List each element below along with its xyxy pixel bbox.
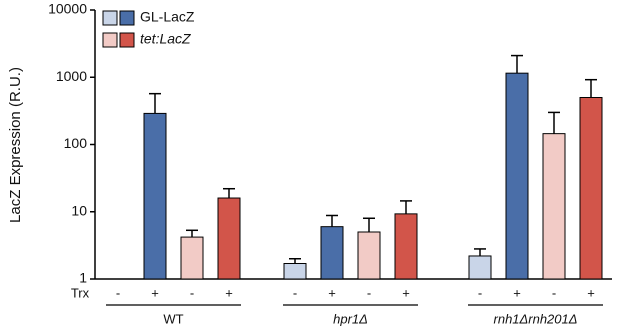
bar: [357, 231, 381, 280]
y-axis-label: LacZ Expression (R.U.): [7, 67, 24, 223]
bar: [468, 255, 492, 280]
legend-swatch: [119, 32, 135, 48]
trx-label: -: [190, 285, 194, 300]
legend-label: GL-LacZ: [140, 9, 195, 25]
y-tick-label: 10000: [48, 1, 87, 17]
legend-label: tet:LacZ: [140, 31, 191, 47]
y-tick-label: 1: [79, 270, 87, 286]
bar: [180, 236, 204, 280]
group-label: hpr1Δ: [333, 311, 368, 326]
trx-label: -: [367, 285, 371, 300]
y-tick-label: 100: [64, 135, 88, 151]
bar: [542, 133, 566, 280]
legend-swatch: [102, 10, 118, 26]
y-tick-label: 10: [71, 202, 87, 218]
bar: [143, 112, 167, 280]
trx-label: -: [293, 285, 297, 300]
bar: [217, 197, 241, 280]
legend-swatch: [102, 32, 118, 48]
legend-swatch: [119, 10, 135, 26]
trx-label: -: [552, 285, 556, 300]
bar: [283, 263, 307, 280]
trx-label: +: [225, 285, 233, 300]
trx-label: +: [151, 285, 159, 300]
x-label: Trx: [71, 285, 90, 300]
bar: [320, 226, 344, 280]
bar: [505, 72, 529, 280]
trx-label: -: [478, 285, 482, 300]
bar: [394, 213, 418, 280]
group-label: rnh1Δrnh201Δ: [494, 311, 578, 326]
group-label: WT: [163, 311, 183, 326]
trx-label: +: [587, 285, 595, 300]
trx-label: +: [328, 285, 336, 300]
bar: [579, 96, 603, 280]
trx-label: +: [513, 285, 521, 300]
y-tick-label: 1000: [56, 68, 87, 84]
trx-label: -: [116, 285, 120, 300]
trx-label: +: [402, 285, 410, 300]
